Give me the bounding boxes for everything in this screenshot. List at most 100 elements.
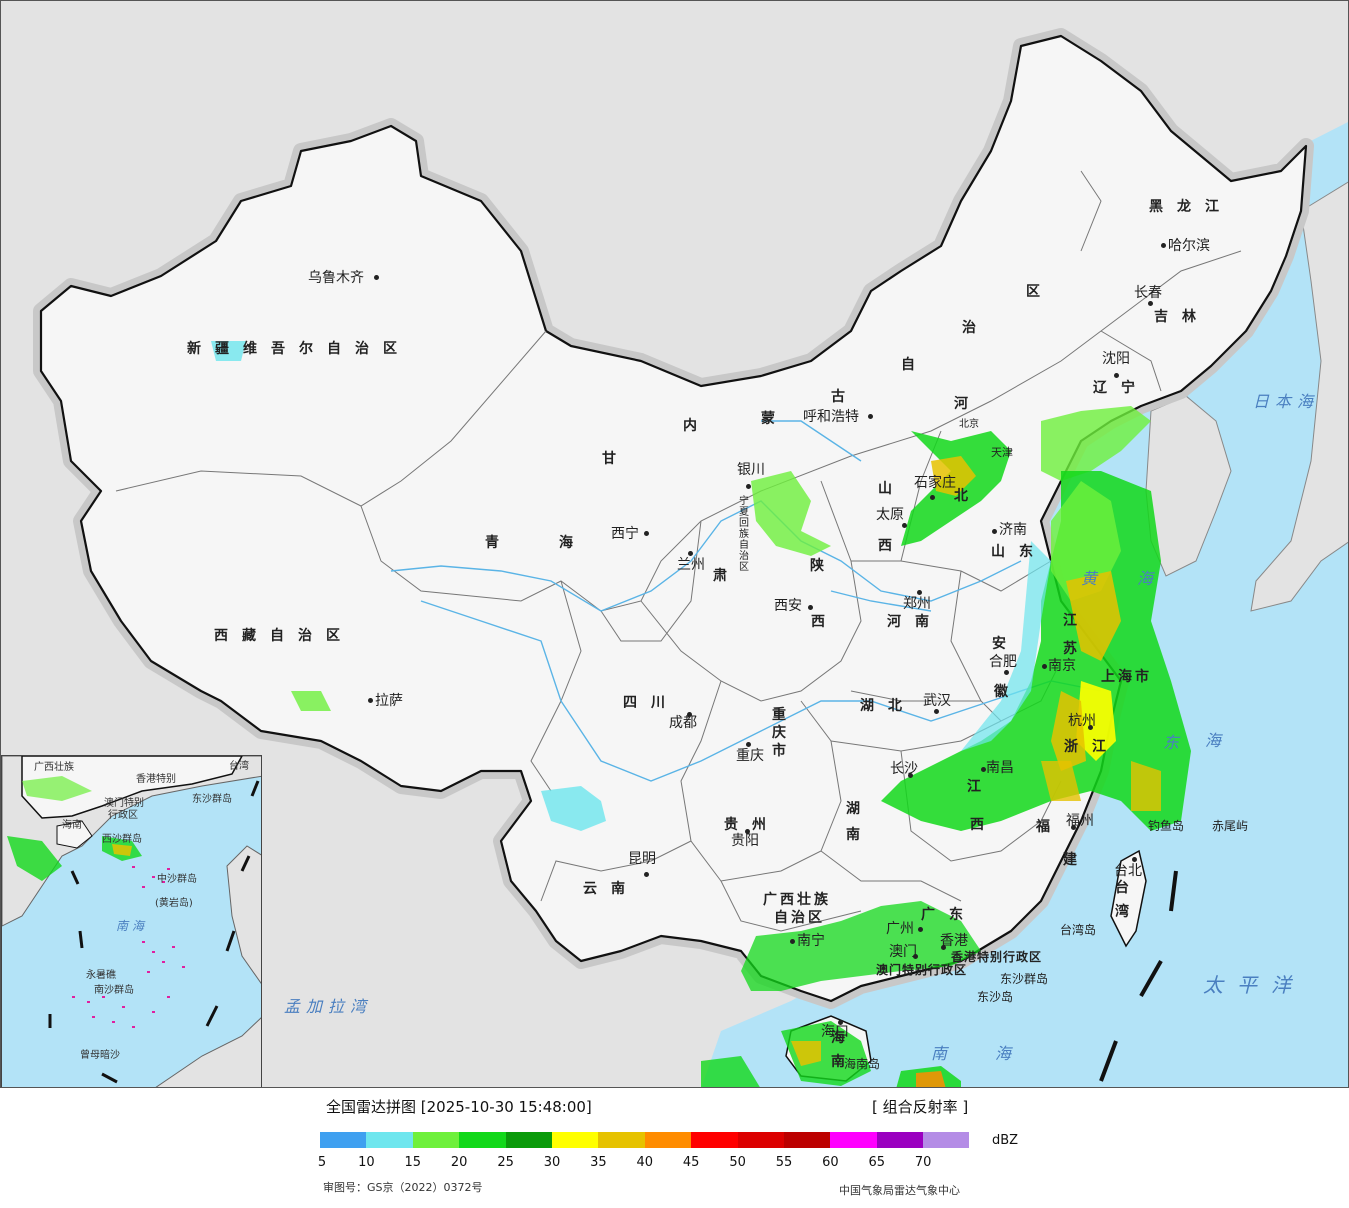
city-dot [992,529,997,534]
label-beijing-tianjin: 北京 [959,419,979,430]
label-neimenggu-1: 内 [683,418,711,434]
city-nanjing: 南京 [1048,658,1076,674]
city-urumqi: 乌鲁木齐 [308,270,364,286]
city-haikou: 海口 [821,1024,849,1040]
label-diaoyu: 钓鱼岛 [1148,819,1185,833]
city-dot [934,709,939,714]
legend-swatch [876,1132,924,1148]
label-neimenggu-6: 区 [1026,284,1054,300]
map-approval-number: 审图号：GS京（2022）0372号 [323,1181,483,1194]
city-dot [1004,670,1009,675]
city-chengdu: 成都 [669,715,697,731]
city-dot [941,945,946,950]
radar-map[interactable]: 新疆维吾尔自治区 西藏自治区 青 海 甘 肃 内 蒙 古 自 治 区 黑龙江 吉… [0,0,1349,1088]
legend-title: 全国雷达拼图 [2025-10-30 15:48:00] [326,1098,592,1116]
inset-borneo [155,1017,261,1087]
city-dot [644,872,649,877]
legend-tick-label: 20 [450,1155,468,1170]
legend-swatch [923,1132,970,1148]
label-neimenggu-5: 治 [962,320,990,336]
city-taipei: 台北 [1114,863,1142,879]
city-dot [790,939,795,944]
city-dot [930,495,935,500]
legend-tick-label: 25 [497,1155,514,1170]
city-wuhan: 武汉 [923,693,951,709]
label-shaanxi-2: 西 [811,614,839,630]
label-jiangxi-1: 江 [967,779,995,795]
label-dongsha: 东沙岛 [977,990,1014,1004]
label-south-sea: 南海 [931,1044,1060,1063]
label-anhui-2: 徽 [994,684,1022,700]
label-pacific: 太平洋 [1203,973,1305,997]
label-xinjiang: 新疆维吾尔自治区 [187,341,411,357]
legend-swatch [830,1132,877,1148]
city-hohhot: 呼和浩特 [803,409,859,425]
legend-panel: 全国雷达拼图 [2025-10-30 15:48:00] [ 组合反射率 ] 5… [0,1088,1349,1208]
inset-label-hk: 香港特别 [136,774,176,785]
legend-tick-label: 10 [358,1155,375,1170]
legend-tick-label: 5 [317,1155,327,1170]
city-dot [745,829,750,834]
legend-swatch [737,1132,784,1148]
inset-china-land [21,756,243,819]
legend-swatch [598,1132,645,1148]
city-xian: 西安 [774,598,802,614]
label-guangxi-1: 广西壮族 [763,892,831,908]
legend-swatch [320,1132,367,1148]
inset-label-nansha: 南沙群岛 [94,985,134,996]
city-dot [1161,243,1166,248]
legend-tick-label: 35 [590,1155,607,1170]
label-east-sea-2: 海 [1205,731,1228,750]
label-shaanxi-1: 陕 [810,558,838,574]
city-dot [868,414,873,419]
legend-tick-label: 40 [636,1155,654,1170]
japan-land [1250,181,1348,612]
city-shenyang: 沈阳 [1102,351,1130,367]
city-yinchuan: 银川 [737,462,765,478]
legend-product: [ 组合反射率 ] [872,1098,969,1116]
city-dot [808,605,813,610]
city-dot [913,954,918,959]
city-dot [1088,725,1093,730]
legend-color-bar [320,1132,970,1148]
taiwan-island [1110,849,1147,948]
inset-label-macau: 澳门特别 [104,798,144,809]
data-source: 中国气象局雷达气象中心 [839,1184,960,1197]
label-hainan: 海南 [831,1030,845,1070]
city-dot [1071,825,1076,830]
city-dot [746,484,751,489]
city-dot [838,1020,843,1025]
label-macau-sar: 澳门特别行政区 [876,963,968,977]
label-sichuan: 四川 [623,695,679,711]
label-dongsha-group: 东沙群岛 [1000,972,1049,986]
legend-swatch [644,1132,692,1148]
label-chongqing: 重庆市 [772,707,786,759]
city-dot [368,698,373,703]
legend-unit: dBZ [992,1133,1019,1148]
label-shandong: 山东 [991,544,1047,560]
city-dot [981,767,986,772]
city-changsha: 长沙 [890,761,918,777]
legend-tick-label: 60 [822,1155,839,1170]
inset-islands [72,866,185,1028]
inset-label-dongsha: 东沙群岛 [192,794,232,805]
label-hunan: 湖南 [846,801,860,843]
city-hongkong: 香港 [940,933,968,949]
label-hebei-2: 北 [954,488,982,504]
legend-tick-label: 45 [682,1155,700,1170]
south-china-sea-inset: 广西壮族 香港特别 澳门特别 行政区 台湾 东沙群岛 海南 西沙群岛 中沙群岛 … [1,755,262,1087]
label-yellow-sea: 黄海 [1081,569,1194,588]
inset-label-huangyan: (黄岩岛) [155,898,193,909]
label-bengal: 孟加拉湾 [284,997,373,1016]
inset-label-zhongsha: 中沙群岛 [157,874,197,885]
city-kunming: 昆明 [628,851,656,867]
label-gansu-2: 肃 [713,568,741,584]
city-dot [746,742,751,747]
city-dot [918,927,923,932]
label-zhejiang: 浙江 [1064,739,1120,755]
legend-tick-label: 50 [729,1155,746,1170]
label-ningxia: 宁夏回族自治区 [739,496,749,573]
city-guiyang: 贵阳 [731,833,759,849]
sea-boundary-dashes [1099,870,1178,1082]
label-jiangsu-2: 苏 [1063,641,1091,657]
